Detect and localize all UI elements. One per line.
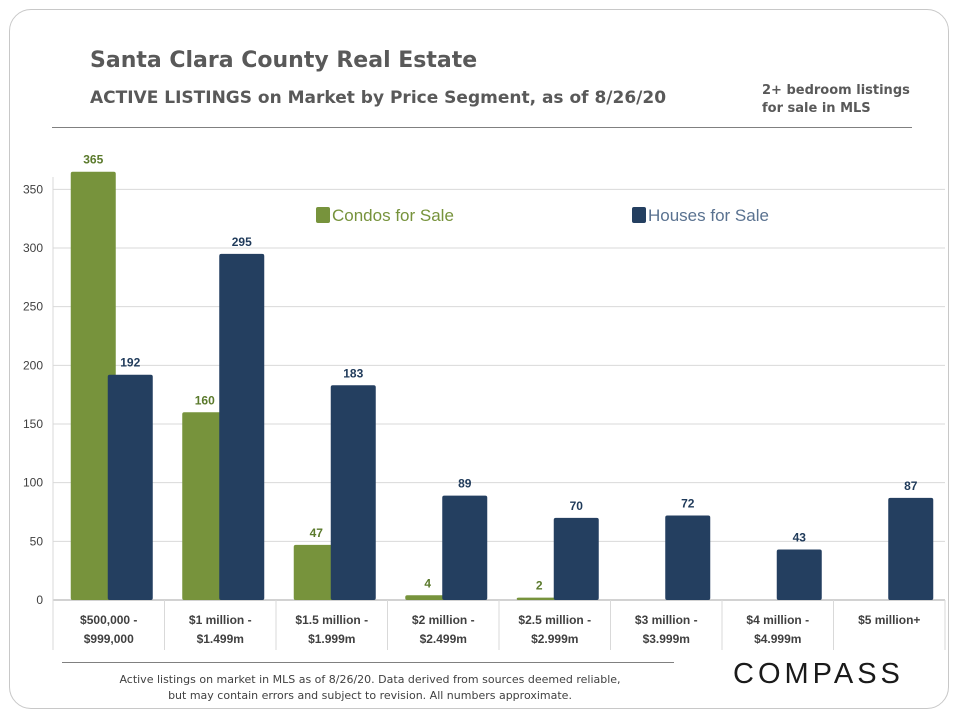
condo-bar bbox=[182, 412, 228, 600]
house-value-label: 70 bbox=[570, 499, 584, 513]
condo-value-label: 4 bbox=[424, 576, 431, 590]
data-labels: 365 192 160 295 47 183 4 89 2 70 72 43 87 bbox=[83, 153, 918, 593]
footnote-line1: Active listings on market in MLS as of 8… bbox=[119, 673, 621, 686]
condo-value-label: 160 bbox=[195, 393, 215, 407]
x-tick-label: $4 million - bbox=[746, 613, 809, 627]
slide-frame bbox=[9, 9, 949, 709]
x-tick-label: $3.999m bbox=[643, 632, 690, 646]
house-value-label: 43 bbox=[793, 531, 807, 545]
legend-houses-swatch bbox=[632, 207, 646, 223]
x-tick-label: $1.5 million - bbox=[295, 613, 368, 627]
house-value-label: 183 bbox=[343, 366, 363, 380]
header-divider bbox=[52, 127, 912, 128]
x-tick-label: $3 million - bbox=[635, 613, 698, 627]
house-bar bbox=[776, 549, 822, 600]
house-value-label: 87 bbox=[904, 479, 918, 493]
legend-condos-label: Condos for Sale bbox=[332, 206, 454, 225]
x-tick-label: $2 million - bbox=[412, 613, 475, 627]
y-tick-label: 100 bbox=[23, 476, 43, 490]
chart-subtitle: ACTIVE LISTINGS on Market by Price Segme… bbox=[90, 88, 667, 108]
x-tick-label: $2.999m bbox=[531, 632, 578, 646]
bars bbox=[70, 171, 934, 600]
y-tick-label: 200 bbox=[23, 358, 43, 372]
condo-value-label: 2 bbox=[536, 579, 543, 593]
listing-note: 2+ bedroom listings for sale in MLS bbox=[762, 82, 910, 118]
legend: Condos for Sale Houses for Sale bbox=[316, 206, 769, 225]
x-tick-label: $1 million - bbox=[189, 613, 252, 627]
x-tick-label: $999,000 bbox=[84, 632, 134, 646]
house-bar bbox=[665, 515, 711, 600]
condo-value-label: 47 bbox=[310, 526, 324, 540]
x-axis: $500,000 - $999,000 $1 million - $1.499m $1.… bbox=[52, 600, 946, 650]
condo-bar bbox=[516, 597, 562, 600]
x-tick-label: $1.499m bbox=[197, 632, 244, 646]
compass-logo: COMPASS bbox=[733, 658, 904, 690]
y-tick-label: 250 bbox=[23, 300, 43, 314]
y-tick-label: 150 bbox=[23, 417, 43, 431]
y-tick-label: 350 bbox=[23, 182, 43, 196]
house-bar bbox=[107, 374, 153, 600]
y-axis: 0 50 100 150 200 250 300 350 bbox=[23, 177, 54, 607]
listing-note-line1: 2+ bedroom listings bbox=[762, 83, 910, 98]
y-tick-label: 0 bbox=[36, 593, 43, 607]
legend-condos-swatch bbox=[316, 207, 330, 223]
house-bar bbox=[553, 517, 599, 600]
x-tick-label: $2.499m bbox=[420, 632, 467, 646]
x-tick-label: $2.5 million - bbox=[518, 613, 591, 627]
y-tick-label: 300 bbox=[23, 241, 43, 255]
footer-divider bbox=[62, 662, 674, 663]
house-value-label: 295 bbox=[232, 235, 252, 249]
y-tick-label: 50 bbox=[30, 534, 44, 548]
condo-bar bbox=[70, 171, 116, 600]
x-tick-label: $5 million+ bbox=[858, 613, 920, 627]
house-bar bbox=[442, 495, 488, 600]
condo-bar bbox=[405, 595, 451, 600]
bar-chart: 0 50 100 150 200 250 300 350 365 192 160 295 47 183 4… bbox=[23, 153, 946, 650]
listing-note-line2: for sale in MLS bbox=[762, 101, 871, 116]
house-bar bbox=[330, 385, 376, 600]
x-tick-label: $1.999m bbox=[308, 632, 355, 646]
condo-bar bbox=[293, 544, 339, 600]
x-tick-label: $4.999m bbox=[754, 632, 801, 646]
house-value-label: 89 bbox=[458, 477, 472, 491]
house-value-label: 72 bbox=[681, 497, 695, 511]
house-value-label: 192 bbox=[120, 356, 140, 370]
house-bar bbox=[219, 253, 265, 600]
footnote-line2: but may contain errors and subject to re… bbox=[168, 689, 572, 702]
x-tick-label: $500,000 - bbox=[80, 613, 137, 627]
footnote: Active listings on market in MLS as of 8… bbox=[100, 672, 640, 704]
legend-houses-label: Houses for Sale bbox=[648, 206, 769, 225]
page-title: Santa Clara County Real Estate bbox=[90, 48, 478, 73]
house-bar bbox=[888, 497, 934, 600]
condo-value-label: 365 bbox=[83, 153, 103, 167]
